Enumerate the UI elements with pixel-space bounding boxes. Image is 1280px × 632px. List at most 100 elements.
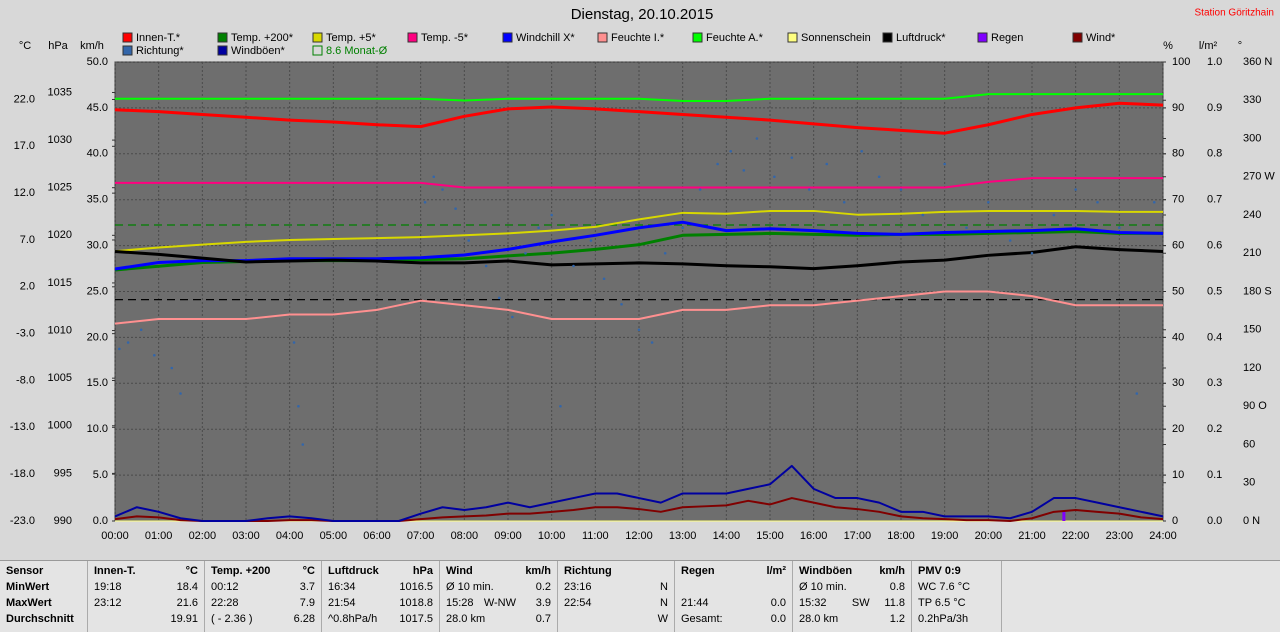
scatter-point (742, 169, 746, 172)
table-cell: SW (851, 597, 870, 609)
legend-label: Wind* (1086, 32, 1116, 44)
scatter-point (877, 175, 881, 179)
table-cell: TP 6.5 °C (918, 597, 966, 609)
table-cell: 15:28 (446, 597, 474, 609)
x-tick-label: 22:00 (1062, 530, 1090, 542)
table-cell: Temp. +200 (211, 565, 271, 577)
legend-swatch (122, 45, 133, 56)
y-tick-label: 0.3 (1207, 377, 1222, 389)
table-cell: Innen-T. (94, 565, 136, 577)
table-cell: °C (302, 565, 315, 577)
x-tick-label: 13:00 (669, 530, 697, 542)
y-tick-label: 0.6 (1207, 240, 1222, 252)
table-cell: ^0.8hPa/h (328, 613, 378, 625)
table-row: 23:12 21.6 (94, 595, 198, 611)
table-cell (681, 579, 734, 595)
stats-table: Sensor MinWert MaxWert Durchschnitt Innen-T.… (0, 560, 1280, 632)
table-cell (94, 611, 146, 627)
scatter-point (118, 347, 121, 351)
y-tick-label: 0.0 (1207, 515, 1222, 527)
x-tick-label: 15:00 (756, 530, 784, 542)
y-tick-label: 30.0 (87, 240, 108, 252)
y-tick-label: 100 (1172, 56, 1190, 68)
table-row: 23:16 N (564, 579, 668, 595)
table-cell: 1018.8 (399, 597, 433, 609)
table-cell: 21:54 (328, 597, 356, 609)
table-row: 15:28 W-NW 3.9 (446, 595, 551, 611)
table-header: Richtung (564, 563, 668, 579)
y-tick-label: 0.2 (1207, 423, 1222, 435)
series-line (114, 220, 1164, 271)
table-cell (734, 579, 787, 595)
y-tick-label: 360 N (1243, 56, 1272, 68)
y-tick-label: 210 (1243, 247, 1261, 259)
x-tick-label: 03:00 (232, 530, 260, 542)
table-row: 00:12 3.7 (211, 579, 315, 595)
x-tick-label: 21:00 (1018, 530, 1046, 542)
legend-label: Richtung* (136, 45, 184, 57)
table-cell: 19.91 (170, 613, 198, 625)
scatter-point (572, 264, 575, 268)
table-row: TP 6.5 °C (918, 595, 995, 611)
y-tick-label: 2.0 (20, 281, 35, 293)
scatter-point (602, 277, 606, 281)
table-cell: Regen (681, 565, 715, 577)
legend-swatch (787, 32, 798, 43)
legend-swatch (977, 32, 988, 43)
legend-swatch (217, 45, 228, 56)
table-cell: 1016.5 (399, 581, 433, 593)
table-cell: Luftdruck (328, 565, 379, 577)
y-tick-label: 1015 (48, 277, 72, 289)
y-tick-label: 40.0 (87, 148, 108, 160)
series-line (114, 464, 1164, 522)
table-header: Regen l/m² (681, 563, 786, 579)
table-cell (494, 579, 523, 595)
table-cell: WC 7.6 °C (918, 581, 971, 593)
y-tick-label: 150 (1243, 324, 1261, 336)
table-cell: 11.8 (884, 597, 905, 609)
y-tick-label: 300 (1243, 132, 1261, 144)
series-line (114, 497, 1164, 522)
y-tick-label: 7.0 (20, 234, 35, 246)
y-tick-label: 0.9 (1207, 102, 1222, 114)
table-row: 21:54 1018.8 (328, 595, 433, 611)
legend-swatch (122, 32, 133, 43)
scatter-point (179, 392, 182, 395)
table-cell: Richtung (564, 565, 612, 577)
y-tick-label: 50 (1172, 285, 1184, 297)
y-tick-label: 270 W (1243, 171, 1275, 183)
table-cell: 1017.5 (399, 613, 433, 625)
table-section: Richtung 23:16 N 22:54 N W (558, 561, 675, 632)
table-section: PMV 0:9 WC 7.6 °C TP 6.5 °C 0.2hPa/3h (912, 561, 1002, 632)
scatter-point (755, 137, 759, 140)
legend-swatch (597, 32, 608, 43)
chart: Dienstag, 20.10.2015 Station Göritzhain … (10, 6, 1275, 542)
scatter-point (559, 404, 562, 408)
scatter-point (1096, 200, 1099, 204)
y-tick-label: 45.0 (87, 102, 108, 114)
y-tick-label: 330 (1243, 94, 1261, 106)
x-tick-label: 01:00 (145, 530, 173, 542)
x-tick-label: 14:00 (713, 530, 741, 542)
y-tick-label: 1030 (48, 134, 72, 146)
y-tick-label: -3.0 (16, 328, 35, 340)
table-header: Durchschnitt (6, 611, 81, 627)
scatter-point (497, 296, 501, 300)
scatter-point (825, 162, 829, 166)
table-cell: 23:12 (94, 597, 122, 609)
y-tick-label: 90 (1172, 102, 1184, 114)
scatter-point (297, 404, 300, 408)
x-tick-label: 07:00 (407, 530, 435, 542)
legend-swatch (312, 32, 323, 43)
x-tick-label: 11:00 (582, 530, 609, 542)
scatter-point (808, 188, 811, 191)
table-row: 28.0 km 1.2 (799, 611, 905, 627)
axis-unit: % (1163, 40, 1173, 52)
table-cell: N (660, 597, 668, 609)
table-section: Temp. +200 °C 00:12 3.7 22:28 7.9 ( - 2.36 ) 6.… (205, 561, 322, 632)
y-tick-label: 40 (1172, 331, 1184, 343)
table-cell: 0.8 (889, 581, 905, 593)
table-cell: Gesamt: (681, 613, 723, 625)
legend-label: Feuchte A.* (706, 32, 764, 44)
table-row: WC 7.6 °C (918, 579, 995, 595)
